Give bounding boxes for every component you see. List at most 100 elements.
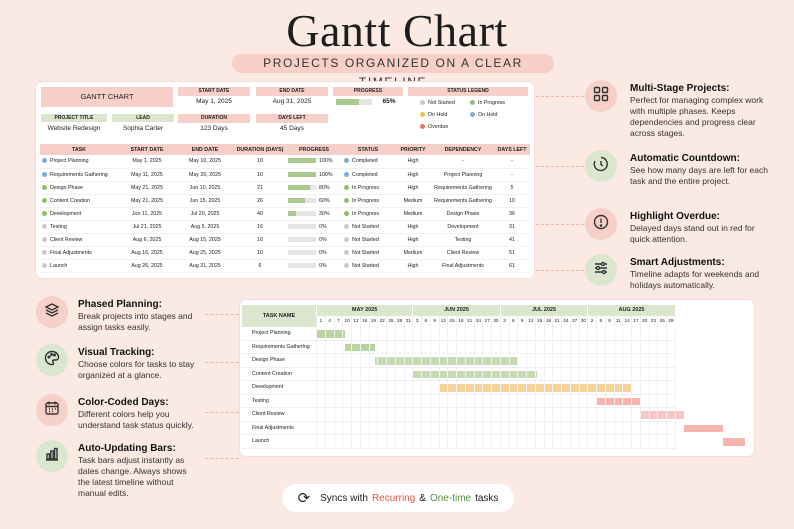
gantt-day-label: 6 — [508, 316, 518, 327]
gantt-day-label: 21 — [464, 316, 474, 327]
task-dot — [42, 236, 47, 242]
gantt-grid-line — [421, 327, 422, 449]
gantt-grid-line — [587, 327, 589, 449]
status-cell: Not Started — [342, 259, 394, 273]
status-text: In Progress — [352, 210, 380, 217]
gantt-row — [242, 435, 675, 449]
table-row: Final Adjustments Aug 16, 2025 Aug 25, 202… — [40, 246, 530, 260]
column-header: PROGRESS — [286, 144, 342, 155]
status-dot — [344, 158, 349, 164]
gantt-grid-line — [429, 327, 431, 449]
status-cell: In Progress — [342, 207, 394, 221]
gantt-day-label: 1 — [316, 316, 325, 327]
gantt-row — [242, 408, 675, 422]
gantt-grid-line — [386, 327, 387, 449]
status-cell: Completed — [342, 155, 394, 169]
grid-badge — [585, 80, 617, 112]
table-row: Testing Jul 21, 2025 Aug 5, 2025 16 0% Not St… — [40, 220, 530, 234]
column-header: DEPENDENCY — [432, 144, 494, 155]
gantt-grid-line — [543, 327, 545, 449]
gantt-panel: TASK NAME MAY 2025 1 4 7 10 13 16 19 22 25 28 31 JUN … — [240, 300, 754, 456]
task-name-cell: Client Review — [40, 233, 118, 247]
feature-title: Auto-Updating Bars: — [78, 443, 176, 454]
bar-chart-icon — [44, 446, 60, 467]
days-left-cell: 41 — [494, 233, 530, 247]
gantt-month-header: JUL 2025 — [499, 305, 588, 316]
legend-label: In Progress — [478, 100, 506, 106]
gantt-day-label: 15 — [534, 316, 544, 327]
gantt-task-name: Testing — [252, 397, 269, 404]
task-dot — [42, 210, 47, 216]
legend-label: Not Started — [428, 100, 455, 106]
duration-cell: 10 — [234, 233, 286, 247]
column-header: STATUS — [342, 144, 394, 155]
palette-icon — [44, 350, 60, 371]
task-dot — [42, 197, 47, 203]
days-left-value: 45 Days — [280, 125, 304, 132]
gantt-grid-line — [526, 327, 527, 449]
gantt-month-header: MAY 2025 — [316, 305, 413, 316]
end-date-cell: May 10, 2025 — [176, 155, 234, 169]
table-row: Launch Aug 26, 2025 Aug 31, 2025 6 0% Not Sta… — [40, 259, 530, 273]
column-header: END DATE — [176, 144, 234, 155]
progress-fill — [288, 171, 316, 177]
gantt-bar — [683, 424, 723, 432]
lead-value: Sophia Carter — [122, 125, 164, 132]
task-name: Development — [50, 210, 82, 217]
legend-label: Overdue — [428, 124, 449, 130]
countdown-icon — [593, 156, 609, 177]
bar-chart-badge — [36, 440, 68, 472]
status-cell: In Progress — [342, 181, 394, 195]
project-title-value: Website Redesign — [47, 125, 101, 132]
days-left-cell: - — [494, 155, 530, 169]
sync-onetime: One-time — [429, 492, 472, 504]
alert-icon — [593, 214, 609, 235]
start-date-cell: Aug 6, 2025 — [118, 233, 176, 247]
gantt-grid-line — [561, 327, 562, 449]
gantt-month-header: JUN 2025 — [412, 305, 500, 316]
legend-item: In Progress — [470, 100, 505, 106]
feature-title: Highlight Overdue: — [630, 211, 720, 222]
sync-prefix: Syncs with — [320, 492, 368, 504]
gantt-task-name: Project Planning — [252, 330, 291, 336]
progress-fill — [288, 158, 316, 164]
duration-cell: 40 — [234, 207, 286, 221]
progress-label: PROGRESS — [333, 87, 403, 96]
gantt-grid-line — [412, 327, 414, 449]
task-table: TASK START DATE END DATE DURATION (DAYS) PRO… — [40, 144, 530, 273]
table-row: Requirements Gathering May 11, 2025 May 20… — [40, 168, 530, 182]
status-cell: Not Started — [342, 233, 394, 247]
progress-bar — [288, 210, 316, 216]
gantt-day-label: 9 — [429, 316, 439, 327]
column-header: DAYS LEFT — [494, 144, 530, 155]
days-left-cell: - — [494, 168, 530, 182]
gantt-grid-line — [342, 327, 344, 449]
sync-recurring: Recurring — [371, 492, 416, 504]
progress-text: 0% — [319, 236, 327, 243]
start-date-cell: May 21, 2025 — [118, 194, 176, 208]
task-name-cell: Development — [40, 207, 118, 221]
gantt-grid-line — [613, 327, 615, 449]
progress-cell: 100% — [286, 168, 342, 182]
task-name: Testing — [50, 223, 67, 230]
gantt-day-label: 2 — [587, 316, 596, 327]
priority-cell: High — [394, 168, 432, 182]
gantt-grid-line — [394, 327, 396, 449]
gantt-bar — [316, 330, 345, 338]
gantt-row — [242, 368, 675, 381]
countdown-badge — [585, 150, 617, 182]
task-name: Project Planning — [50, 158, 89, 165]
gantt-grid-line — [464, 327, 466, 449]
gantt-grid-line — [674, 327, 676, 449]
end-date-cell: Aug 25, 2025 — [176, 246, 234, 260]
task-name-cell: Project Planning — [40, 155, 118, 169]
gantt-day-label: 25 — [386, 316, 395, 327]
lead-label: LEAD — [112, 114, 174, 122]
gantt-grid-line — [473, 327, 475, 449]
sync-suffix: tasks — [475, 492, 499, 504]
days-left-label: DAYS LEFT — [256, 114, 328, 123]
legend-label: On Hold — [478, 112, 498, 118]
end-date-cell: Jun 10, 2025 — [176, 181, 234, 195]
progress-text: 0% — [319, 262, 327, 269]
gantt-task-name: Requirements Gathering — [252, 343, 310, 350]
